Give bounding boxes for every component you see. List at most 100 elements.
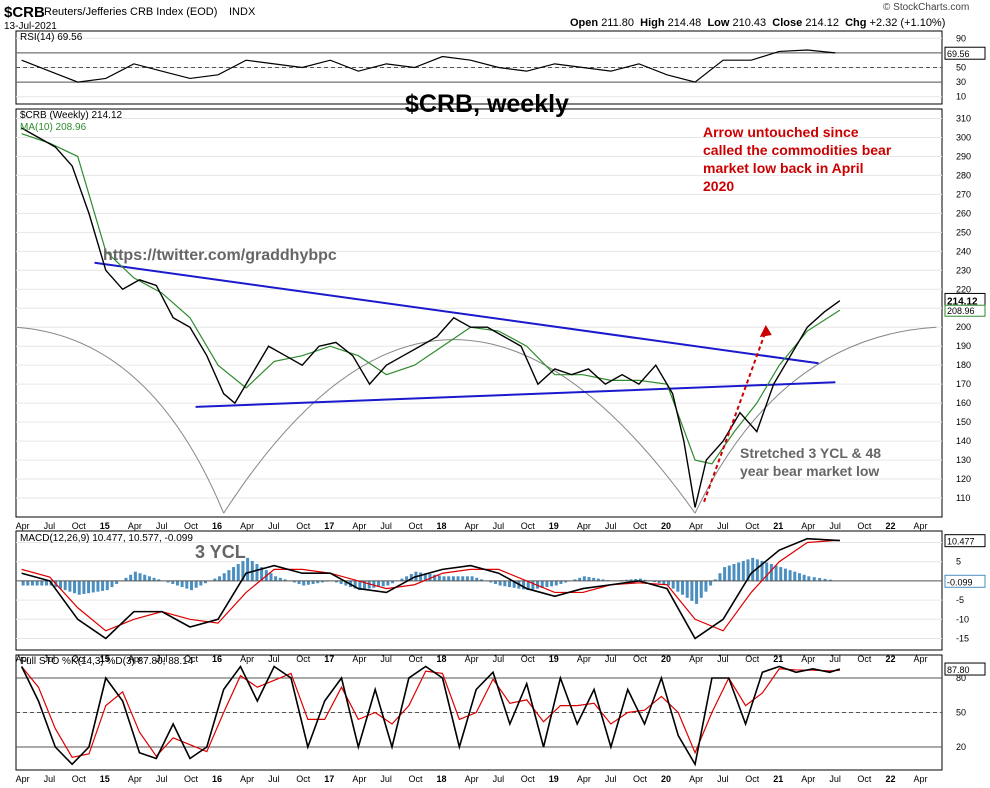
xtick-label: Jul bbox=[829, 654, 841, 664]
xtick-label: Apr bbox=[240, 521, 254, 531]
macd-histogram-bar bbox=[629, 579, 633, 581]
xtick-label: 22 bbox=[885, 774, 895, 784]
ytick-price: 190 bbox=[956, 341, 971, 351]
xtick-label: 20 bbox=[661, 774, 671, 784]
macd-histogram-bar bbox=[320, 580, 324, 583]
macd-histogram-bar bbox=[129, 574, 133, 581]
xtick-label: Oct bbox=[857, 654, 872, 664]
macd-histogram-bar bbox=[765, 562, 769, 581]
macd-histogram-bar bbox=[531, 580, 535, 590]
macd-histogram-bar bbox=[456, 576, 460, 581]
macd-histogram-bar bbox=[372, 580, 376, 588]
xtick-label: Jul bbox=[605, 774, 617, 784]
xtick-label: Oct bbox=[857, 774, 872, 784]
xtick-label: Jul bbox=[156, 654, 168, 664]
macd-histogram-bar bbox=[189, 580, 193, 591]
xtick-label: 16 bbox=[212, 521, 222, 531]
chart-name: Reuters/Jefferies CRB Index (EOD) bbox=[44, 6, 218, 18]
macd-histogram-bar bbox=[339, 580, 343, 584]
sto-last-box bbox=[944, 662, 986, 676]
macd-histogram-bar bbox=[709, 580, 713, 586]
xtick-label: Oct bbox=[521, 654, 536, 664]
ytick-price: 110 bbox=[956, 493, 970, 503]
macd-histogram-bar bbox=[236, 564, 240, 581]
xtick-label: Jul bbox=[44, 774, 56, 784]
macd-histogram-bar bbox=[306, 580, 310, 585]
xtick-label: 18 bbox=[437, 654, 447, 664]
macd-histogram-bar bbox=[671, 580, 675, 589]
macd-histogram-bar bbox=[522, 580, 526, 590]
xtick-label: Jul bbox=[493, 521, 505, 531]
macd-histogram-bar bbox=[634, 578, 638, 581]
cycle-arc bbox=[694, 326, 937, 514]
xtick-label: Apr bbox=[16, 654, 30, 664]
macd-histogram-bar bbox=[741, 560, 745, 581]
xtick-label: Jul bbox=[268, 774, 280, 784]
macd-histogram-bar bbox=[596, 578, 600, 581]
xtick-label: 21 bbox=[773, 654, 783, 664]
xtick-label: Apr bbox=[689, 774, 703, 784]
macd-histogram-bar bbox=[255, 564, 259, 581]
macd-histogram-bar bbox=[82, 580, 86, 594]
macd-histogram-bar bbox=[512, 580, 516, 588]
macd-histogram-bar bbox=[269, 573, 273, 581]
macd-histogram-bar bbox=[451, 576, 455, 581]
ytick-price: 230 bbox=[956, 265, 971, 275]
macd-histogram-bar bbox=[241, 560, 245, 581]
macd-last-box bbox=[944, 534, 986, 548]
ytick-macd: -5 bbox=[956, 595, 964, 605]
xtick-label: 19 bbox=[549, 774, 559, 784]
xtick-label: Oct bbox=[857, 521, 872, 531]
macd-histogram-bar bbox=[358, 580, 362, 591]
macd-histogram-bar bbox=[704, 580, 708, 592]
macd-histogram-bar bbox=[334, 580, 338, 583]
series-macd bbox=[21, 537, 840, 640]
macd-histogram-bar bbox=[713, 579, 717, 581]
xtick-label: 17 bbox=[324, 654, 334, 664]
panel-frame-price bbox=[15, 108, 943, 518]
macd-histogram-bar bbox=[592, 577, 596, 581]
macd-histogram-bar bbox=[105, 580, 109, 591]
macd-histogram-bar bbox=[755, 559, 759, 581]
ytick-price: 220 bbox=[956, 284, 971, 294]
xtick-label: 22 bbox=[885, 521, 895, 531]
macd-histogram-bar bbox=[302, 580, 306, 586]
macd-histogram-bar bbox=[554, 580, 558, 586]
xtick-label: Jul bbox=[717, 774, 729, 784]
macd-histogram-bar bbox=[774, 565, 778, 581]
hist-last-value: -0.099 bbox=[947, 577, 973, 587]
xtick-label: Apr bbox=[914, 774, 928, 784]
macd-histogram-bar bbox=[278, 577, 282, 581]
macd-histogram-bar bbox=[559, 580, 563, 584]
xtick-label: 21 bbox=[773, 521, 783, 531]
macd-histogram-bar bbox=[204, 580, 208, 584]
macd-histogram-bar bbox=[138, 573, 142, 581]
chart-symbol: $CRB bbox=[4, 4, 45, 21]
sto-last-value: 87.80 bbox=[947, 665, 970, 675]
xtick-label: Apr bbox=[16, 521, 30, 531]
ytick-price: 280 bbox=[956, 170, 971, 180]
xtick-label: Oct bbox=[296, 774, 311, 784]
macd-histogram-bar bbox=[489, 580, 493, 583]
macd-histogram-bar bbox=[573, 579, 577, 581]
annotation-macd-note: 3 YCL bbox=[195, 542, 246, 562]
macd-histogram-bar bbox=[73, 580, 77, 594]
xtick-label: Oct bbox=[633, 774, 648, 784]
macd-histogram-bar bbox=[227, 570, 231, 581]
annotation-twitter: https://twitter.com/graddhybpc bbox=[103, 247, 337, 264]
macd-histogram-bar bbox=[316, 580, 320, 584]
macd-histogram-bar bbox=[690, 580, 694, 601]
xtick-label: Oct bbox=[408, 774, 423, 784]
xtick-label: Apr bbox=[465, 521, 479, 531]
legend-stochastic: Full STO %K(14,3) %D(3) 87.80, 88.14 bbox=[20, 656, 194, 667]
macd-histogram-bar bbox=[311, 580, 315, 584]
xtick-label: 18 bbox=[437, 521, 447, 531]
macd-histogram-bar bbox=[550, 580, 554, 587]
xtick-label: Apr bbox=[577, 774, 591, 784]
ytick-rsi: 30 bbox=[956, 77, 966, 87]
ytick-price: 310 bbox=[956, 113, 971, 123]
macd-histogram-bar bbox=[222, 573, 226, 581]
macd-histogram-bar bbox=[829, 579, 833, 581]
macd-histogram-bar bbox=[823, 578, 827, 581]
xtick-label: Jul bbox=[493, 774, 505, 784]
